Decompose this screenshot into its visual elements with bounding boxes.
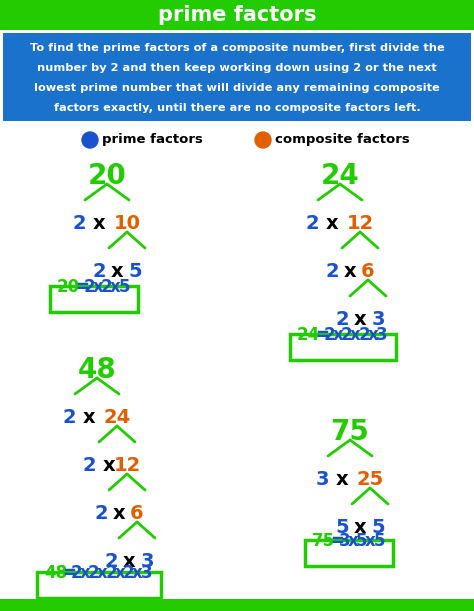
Text: 2: 2	[71, 564, 82, 582]
Text: 2: 2	[82, 456, 96, 475]
Text: 12: 12	[346, 214, 374, 233]
Text: 2: 2	[305, 214, 319, 233]
Text: x: x	[97, 564, 108, 582]
Circle shape	[82, 132, 98, 148]
Text: x: x	[336, 470, 348, 489]
Text: 5: 5	[128, 262, 142, 281]
Text: 3: 3	[371, 310, 385, 329]
Text: x: x	[92, 278, 103, 296]
Text: =: =	[75, 278, 89, 296]
Text: x: x	[82, 408, 95, 427]
Text: 24: 24	[297, 326, 320, 344]
Text: x: x	[93, 214, 105, 233]
Text: 3: 3	[315, 470, 329, 489]
Text: x: x	[80, 564, 90, 582]
Text: 10: 10	[113, 214, 140, 233]
Text: prime factors: prime factors	[102, 133, 203, 147]
Text: 5: 5	[374, 532, 385, 550]
Text: x: x	[110, 278, 121, 296]
Text: x: x	[113, 504, 125, 523]
FancyBboxPatch shape	[305, 540, 392, 566]
Text: factors exactly, until there are no composite factors left.: factors exactly, until there are no comp…	[54, 103, 420, 113]
Text: 5: 5	[118, 278, 130, 296]
Text: 2: 2	[104, 552, 118, 571]
Text: x: x	[115, 564, 125, 582]
Text: x: x	[132, 564, 143, 582]
Text: 2: 2	[92, 262, 106, 281]
Text: composite factors: composite factors	[275, 133, 410, 147]
FancyBboxPatch shape	[0, 0, 474, 30]
Text: 24: 24	[320, 162, 359, 190]
Text: 2: 2	[123, 564, 135, 582]
Text: 75: 75	[312, 532, 335, 550]
Text: 48: 48	[78, 356, 117, 384]
FancyBboxPatch shape	[50, 286, 137, 312]
FancyBboxPatch shape	[0, 599, 474, 611]
Text: 5: 5	[371, 518, 385, 537]
Text: x: x	[344, 262, 356, 281]
Text: 2: 2	[341, 326, 353, 344]
Text: 2: 2	[106, 564, 117, 582]
Text: 12: 12	[113, 456, 141, 475]
Text: 20: 20	[57, 278, 80, 296]
Text: 3: 3	[376, 326, 388, 344]
Text: x: x	[367, 326, 378, 344]
Text: x: x	[354, 310, 366, 329]
Text: number by 2 and then keep working down using 2 or the next: number by 2 and then keep working down u…	[37, 63, 437, 73]
Text: 2: 2	[94, 504, 108, 523]
Text: 2: 2	[83, 278, 95, 296]
Text: 2: 2	[323, 326, 335, 344]
Text: 25: 25	[356, 470, 383, 489]
Text: 2: 2	[62, 408, 76, 427]
Text: x: x	[103, 456, 115, 475]
Text: 6: 6	[361, 262, 375, 281]
Text: 75: 75	[330, 418, 369, 446]
FancyBboxPatch shape	[37, 572, 162, 598]
Text: 48: 48	[44, 564, 67, 582]
FancyBboxPatch shape	[290, 334, 396, 360]
Text: 2: 2	[325, 262, 339, 281]
Text: 5: 5	[356, 532, 367, 550]
Text: =: =	[62, 564, 76, 582]
Text: 20: 20	[88, 162, 127, 190]
Text: x: x	[326, 214, 338, 233]
Text: 3: 3	[140, 552, 154, 571]
Text: x: x	[123, 552, 135, 571]
Circle shape	[255, 132, 271, 148]
Text: 5: 5	[335, 518, 349, 537]
Text: 3: 3	[140, 564, 152, 582]
Text: 2: 2	[88, 564, 100, 582]
Text: 2: 2	[358, 326, 370, 344]
Text: 6: 6	[130, 504, 144, 523]
Text: x: x	[111, 262, 123, 281]
Text: 2: 2	[101, 278, 113, 296]
FancyBboxPatch shape	[3, 33, 471, 121]
Text: x: x	[365, 532, 376, 550]
Text: 24: 24	[103, 408, 131, 427]
Text: 2: 2	[335, 310, 349, 329]
Text: x: x	[354, 518, 366, 537]
Text: x: x	[350, 326, 361, 344]
Text: To find the prime factors of a composite number, first divide the: To find the prime factors of a composite…	[29, 43, 444, 53]
Text: prime factors: prime factors	[158, 5, 316, 25]
Text: lowest prime number that will divide any remaining composite: lowest prime number that will divide any…	[34, 83, 440, 93]
Text: 3: 3	[338, 532, 350, 550]
Text: 2: 2	[72, 214, 86, 233]
Text: x: x	[347, 532, 358, 550]
Text: =: =	[330, 532, 344, 550]
Text: x: x	[332, 326, 343, 344]
Text: =: =	[315, 326, 329, 344]
